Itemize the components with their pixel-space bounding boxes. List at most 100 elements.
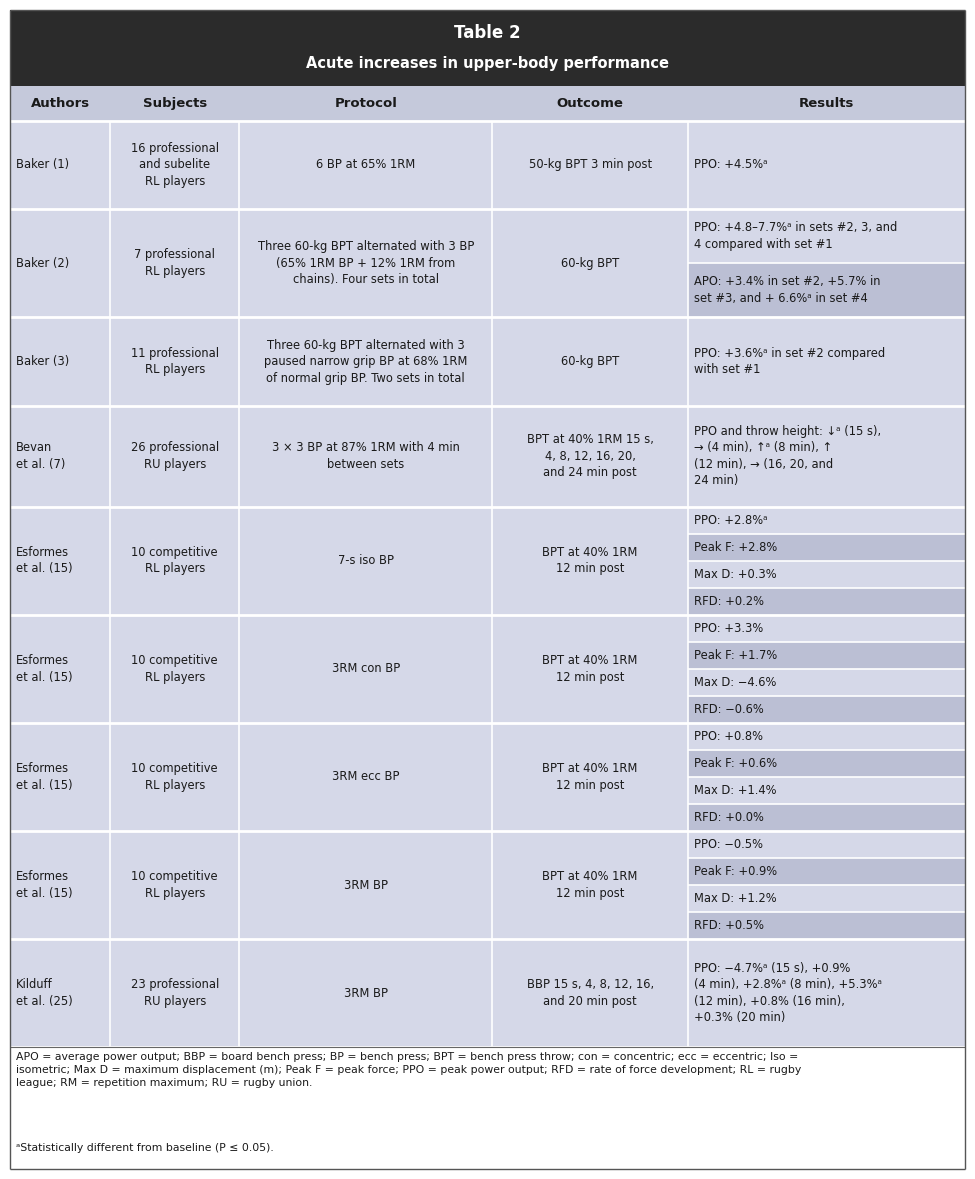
Text: PPO: −4.7%ᵃ (15 s), +0.9%
(4 min), +2.8%ᵃ (8 min), +5.3%ᵃ
(12 min), +0.8% (16 mi: PPO: −4.7%ᵃ (15 s), +0.9% (4 min), +2.8%… xyxy=(694,962,882,1025)
Text: RFD: +0.2%: RFD: +0.2% xyxy=(694,594,764,607)
Text: PPO: +4.5%ᵃ: PPO: +4.5%ᵃ xyxy=(694,158,767,171)
Bar xyxy=(10,86,965,120)
Bar xyxy=(10,831,965,940)
Text: 23 professional
RU players: 23 professional RU players xyxy=(131,979,218,1008)
Text: APO = average power output; BBP = board bench press; BP = bench press; BPT = ben: APO = average power output; BBP = board … xyxy=(16,1053,801,1088)
Text: 6 BP at 65% 1RM: 6 BP at 65% 1RM xyxy=(316,158,415,171)
Bar xyxy=(688,406,965,507)
Text: 7 professional
RL players: 7 professional RL players xyxy=(135,249,215,278)
Text: Max D: +1.4%: Max D: +1.4% xyxy=(694,784,776,797)
Text: Peak F: +1.7%: Peak F: +1.7% xyxy=(694,648,777,661)
Text: 3RM BP: 3RM BP xyxy=(344,878,388,891)
Bar xyxy=(688,750,965,777)
Text: Outcome: Outcome xyxy=(557,97,624,110)
Bar xyxy=(10,317,965,406)
Text: Protocol: Protocol xyxy=(334,97,397,110)
Bar xyxy=(688,858,965,885)
Bar xyxy=(10,1047,965,1139)
Text: Baker (2): Baker (2) xyxy=(16,257,69,270)
Text: BBP 15 s, 4, 8, 12, 16,
and 20 min post: BBP 15 s, 4, 8, 12, 16, and 20 min post xyxy=(526,979,653,1008)
Text: Table 2: Table 2 xyxy=(454,24,521,42)
Text: Esformes
et al. (15): Esformes et al. (15) xyxy=(16,762,72,791)
Text: Baker (3): Baker (3) xyxy=(16,355,69,368)
Text: PPO: +2.8%ᵃ: PPO: +2.8%ᵃ xyxy=(694,514,767,527)
Text: 3 × 3 BP at 87% 1RM with 4 min
between sets: 3 × 3 BP at 87% 1RM with 4 min between s… xyxy=(272,441,459,470)
Bar xyxy=(688,723,965,750)
Bar xyxy=(10,209,965,317)
Text: 3RM BP: 3RM BP xyxy=(344,987,388,1000)
Bar xyxy=(10,1139,965,1170)
Bar xyxy=(688,614,965,641)
Bar xyxy=(10,507,965,614)
Text: Max D: +1.2%: Max D: +1.2% xyxy=(694,893,777,905)
Text: 50-kg BPT 3 min post: 50-kg BPT 3 min post xyxy=(528,158,651,171)
Text: Max D: −4.6%: Max D: −4.6% xyxy=(694,676,776,689)
Text: BPT at 40% 1RM
12 min post: BPT at 40% 1RM 12 min post xyxy=(542,870,638,900)
Bar xyxy=(688,507,965,534)
Text: Peak F: +0.6%: Peak F: +0.6% xyxy=(694,757,777,770)
Text: 10 competitive
RL players: 10 competitive RL players xyxy=(132,762,218,791)
Bar xyxy=(688,913,965,940)
Text: 3RM ecc BP: 3RM ecc BP xyxy=(332,770,400,783)
Text: Authors: Authors xyxy=(30,97,90,110)
Bar xyxy=(688,940,965,1047)
Text: Peak F: +2.8%: Peak F: +2.8% xyxy=(694,541,777,554)
Text: RFD: +0.0%: RFD: +0.0% xyxy=(694,811,764,824)
Text: Three 60-kg BPT alternated with 3
paused narrow grip BP at 68% 1RM
of normal gri: Three 60-kg BPT alternated with 3 paused… xyxy=(264,338,467,384)
Bar xyxy=(10,406,965,507)
Text: BPT at 40% 1RM
12 min post: BPT at 40% 1RM 12 min post xyxy=(542,654,638,684)
Bar xyxy=(10,940,965,1047)
Bar xyxy=(688,317,965,406)
Text: APO: +3.4% in set #2, +5.7% in
set #3, and + 6.6%ᵃ in set #4: APO: +3.4% in set #2, +5.7% in set #3, a… xyxy=(694,276,880,305)
Text: 60-kg BPT: 60-kg BPT xyxy=(561,257,619,270)
Text: ᵃStatistically different from baseline (P ≤ 0.05).: ᵃStatistically different from baseline (… xyxy=(16,1142,274,1153)
Bar xyxy=(688,534,965,561)
Bar xyxy=(10,9,965,86)
Bar xyxy=(688,696,965,723)
Text: BPT at 40% 1RM 15 s,
4, 8, 12, 16, 20,
and 24 min post: BPT at 40% 1RM 15 s, 4, 8, 12, 16, 20, a… xyxy=(526,433,653,479)
Text: Esformes
et al. (15): Esformes et al. (15) xyxy=(16,654,72,684)
Text: PPO: +4.8–7.7%ᵃ in sets #2, 3, and
4 compared with set #1: PPO: +4.8–7.7%ᵃ in sets #2, 3, and 4 com… xyxy=(694,222,897,251)
Text: 60-kg BPT: 60-kg BPT xyxy=(561,355,619,368)
Text: PPO and throw height: ↓ᵃ (15 s),
→ (4 min), ↑ᵃ (8 min), ↑
(12 min), → (16, 20, a: PPO and throw height: ↓ᵃ (15 s), → (4 mi… xyxy=(694,424,881,487)
Text: RFD: −0.6%: RFD: −0.6% xyxy=(694,703,763,716)
Text: Acute increases in upper-body performance: Acute increases in upper-body performanc… xyxy=(306,55,669,71)
Text: RFD: +0.5%: RFD: +0.5% xyxy=(694,920,764,933)
Bar xyxy=(688,804,965,831)
Bar xyxy=(10,120,965,209)
Text: Esformes
et al. (15): Esformes et al. (15) xyxy=(16,870,72,900)
Bar xyxy=(688,587,965,614)
Bar xyxy=(688,668,965,696)
Text: Subjects: Subjects xyxy=(142,97,207,110)
Text: PPO: +0.8%: PPO: +0.8% xyxy=(694,730,763,743)
Text: PPO: −0.5%: PPO: −0.5% xyxy=(694,838,763,851)
Text: 3RM con BP: 3RM con BP xyxy=(332,663,400,676)
Text: 10 competitive
RL players: 10 competitive RL players xyxy=(132,654,218,684)
Text: 10 competitive
RL players: 10 competitive RL players xyxy=(132,870,218,900)
Bar xyxy=(10,723,965,831)
Bar xyxy=(688,209,965,263)
Bar xyxy=(688,831,965,858)
Text: PPO: +3.6%ᵃ in set #2 compared
with set #1: PPO: +3.6%ᵃ in set #2 compared with set … xyxy=(694,347,885,376)
Text: PPO: +3.3%: PPO: +3.3% xyxy=(694,621,763,634)
Text: 11 professional
RL players: 11 professional RL players xyxy=(131,347,218,376)
Text: Baker (1): Baker (1) xyxy=(16,158,69,171)
Bar xyxy=(688,561,965,587)
Bar xyxy=(688,641,965,668)
Text: 26 professional
RU players: 26 professional RU players xyxy=(131,441,218,470)
Text: Bevan
et al. (7): Bevan et al. (7) xyxy=(16,441,65,470)
Text: Three 60-kg BPT alternated with 3 BP
(65% 1RM BP + 12% 1RM from
chains). Four se: Three 60-kg BPT alternated with 3 BP (65… xyxy=(257,241,474,286)
Text: Results: Results xyxy=(799,97,854,110)
Bar xyxy=(10,614,965,723)
Bar xyxy=(688,885,965,913)
Text: Max D: +0.3%: Max D: +0.3% xyxy=(694,567,777,580)
Text: Peak F: +0.9%: Peak F: +0.9% xyxy=(694,865,777,878)
Text: 16 professional
and subelite
RL players: 16 professional and subelite RL players xyxy=(131,141,218,187)
Bar xyxy=(688,263,965,317)
Bar xyxy=(688,777,965,804)
Text: Esformes
et al. (15): Esformes et al. (15) xyxy=(16,546,72,575)
Text: BPT at 40% 1RM
12 min post: BPT at 40% 1RM 12 min post xyxy=(542,546,638,575)
Bar xyxy=(688,120,965,209)
Text: Kilduff
et al. (25): Kilduff et al. (25) xyxy=(16,979,73,1008)
Text: 7-s iso BP: 7-s iso BP xyxy=(337,554,394,567)
